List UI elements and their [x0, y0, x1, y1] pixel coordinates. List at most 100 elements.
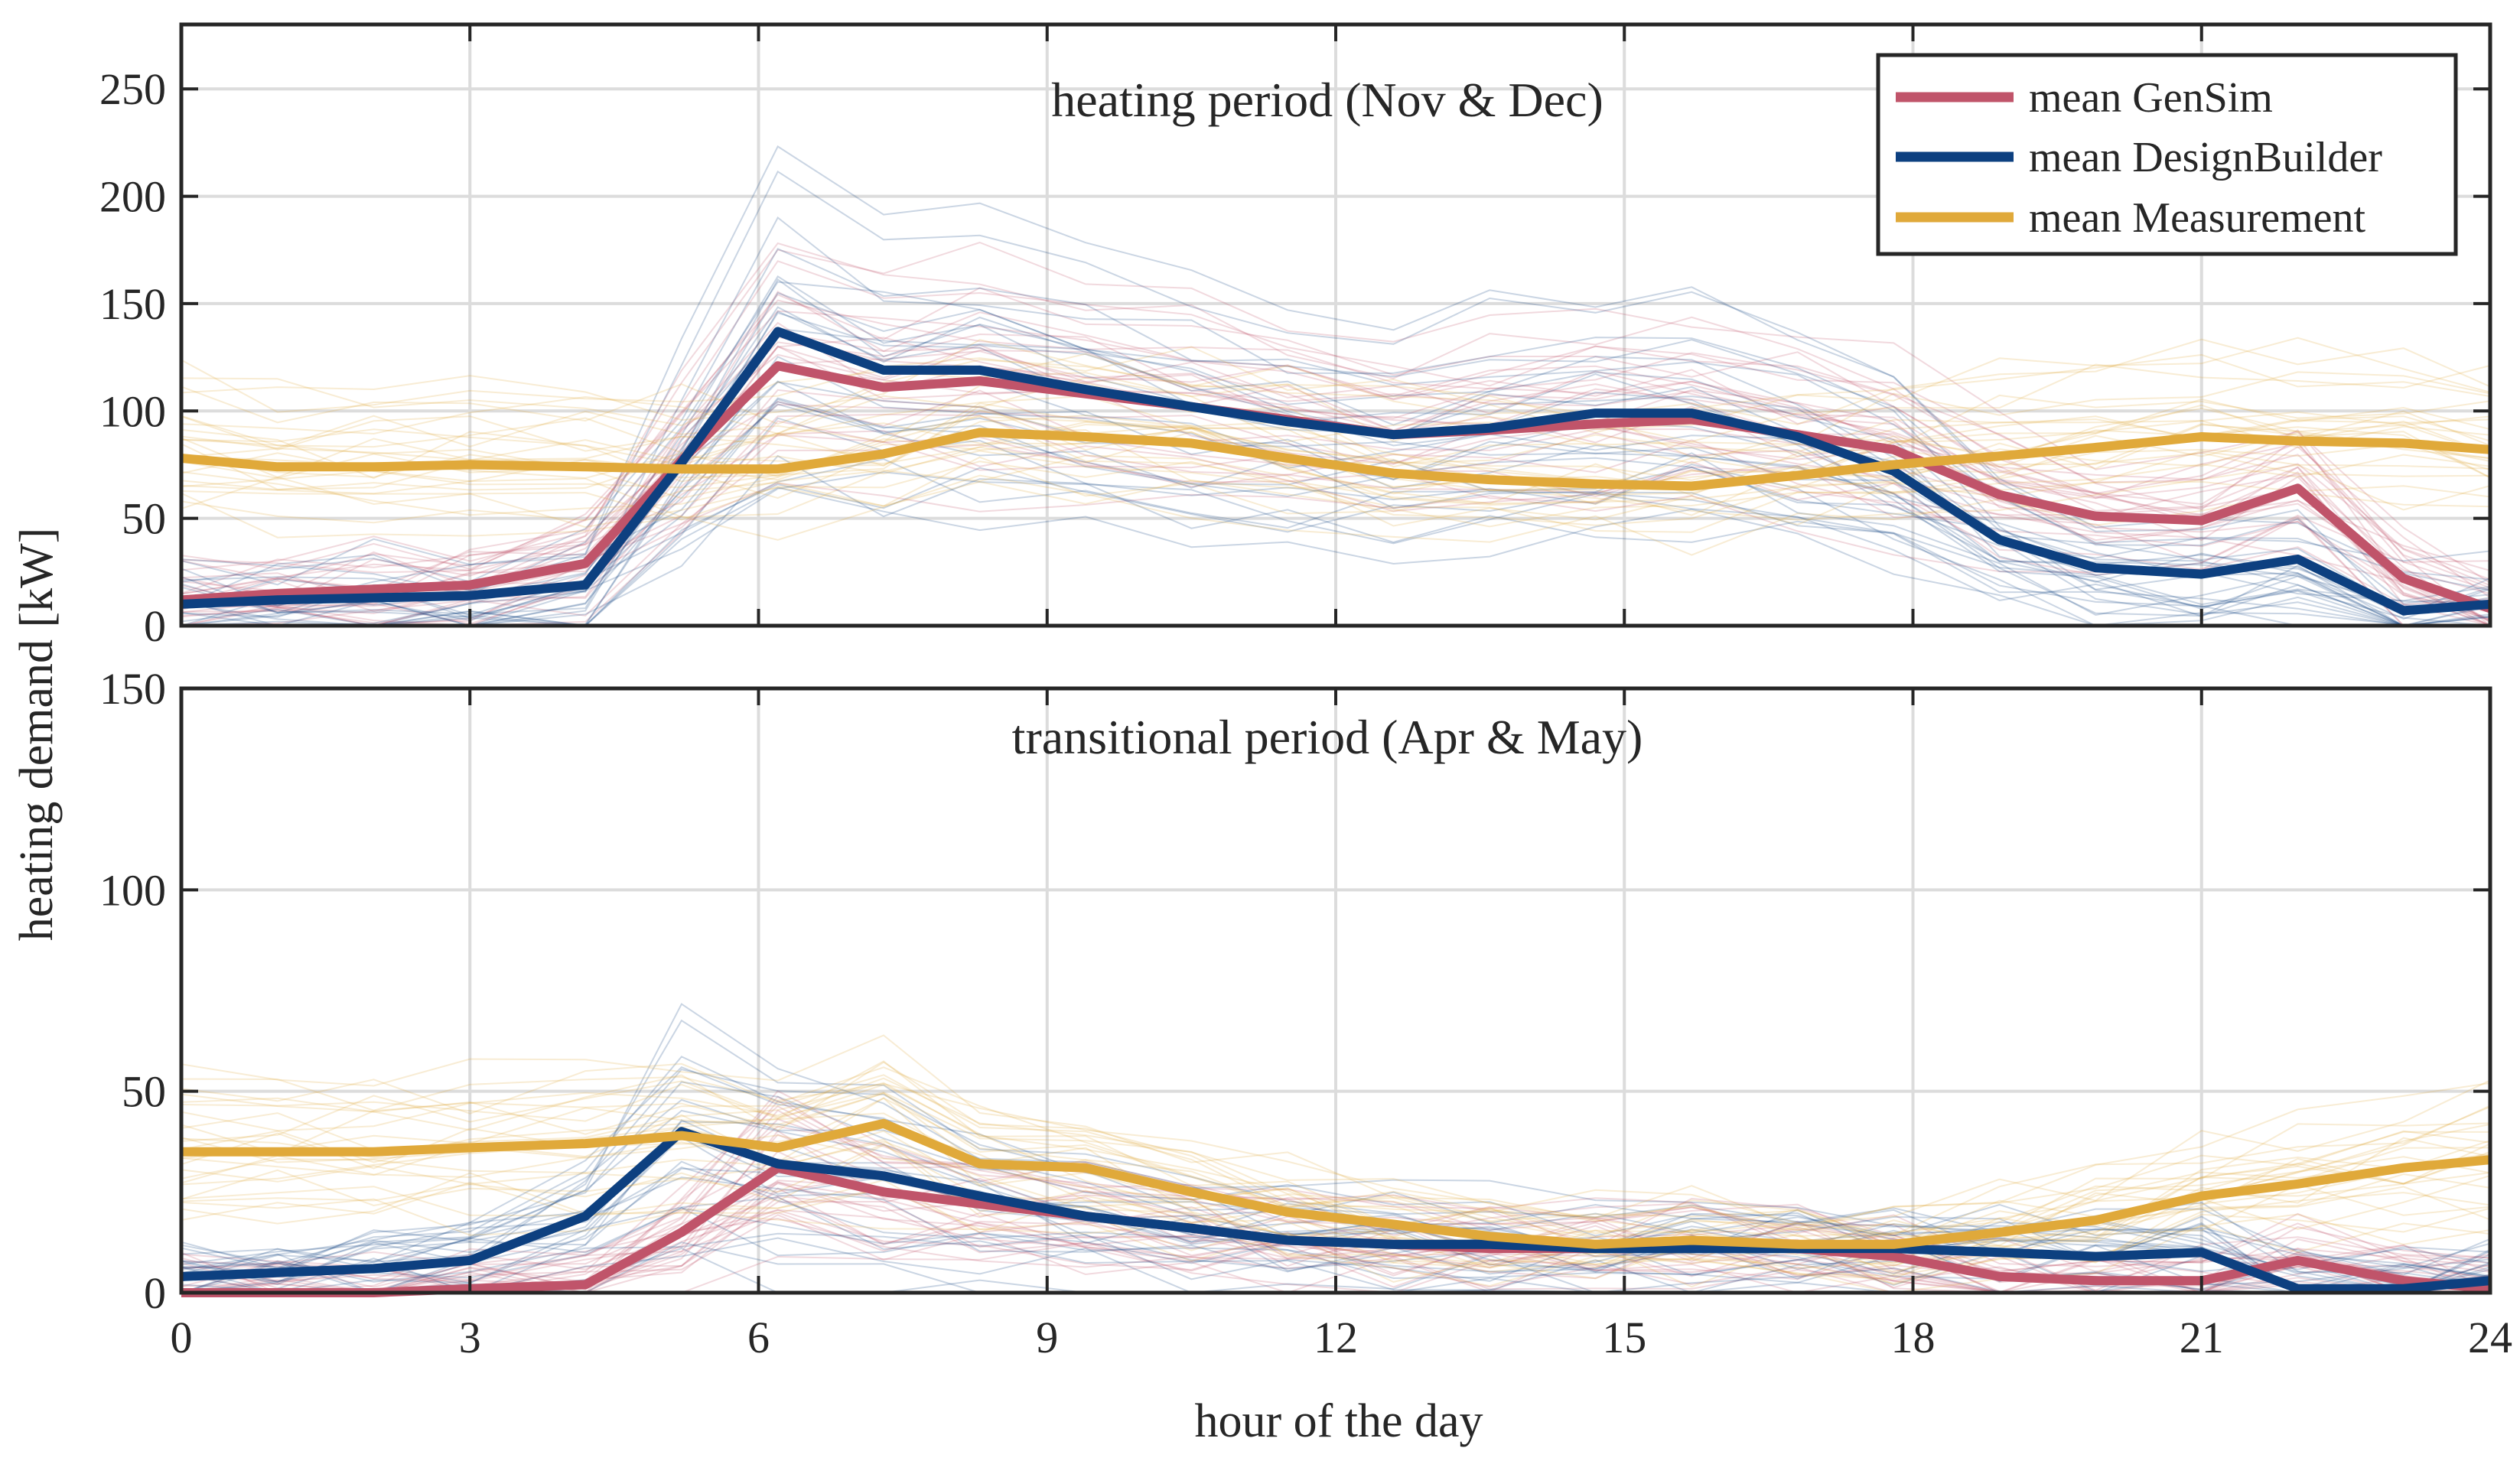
day-curve	[181, 371, 2491, 459]
day-curve	[181, 1092, 2491, 1276]
y-tick-label: 150	[99, 664, 166, 714]
day-curve	[181, 291, 2491, 612]
y-tick-labels: 0 50 100 150 200 250	[99, 64, 166, 651]
y-tick-label: 50	[122, 494, 166, 544]
x-tick-label: 9	[1036, 1313, 1058, 1362]
day-curve	[181, 1186, 2491, 1283]
tick-marks	[180, 24, 2492, 627]
day-curve	[181, 242, 2491, 626]
mean-series-lines	[181, 327, 2492, 616]
transitional-period-panel: 0 50 100 150 0 3 6 9 12 15 18 21 24 transitional pe…	[99, 664, 2512, 1362]
day-curve	[181, 338, 2491, 425]
day-curve	[181, 350, 2491, 613]
series-line-mean-measurement	[181, 428, 2491, 491]
day-curve	[181, 1080, 2491, 1269]
day-curve	[181, 1077, 2491, 1238]
day-curve	[181, 241, 2491, 584]
x-tick-label: 6	[747, 1313, 770, 1362]
day-curve	[181, 1134, 2491, 1251]
day-curve	[181, 1187, 2491, 1294]
day-curve	[181, 310, 2491, 581]
day-curve	[181, 1075, 2491, 1228]
day-curve	[181, 471, 2491, 626]
panel-title: transitional period (Apr & May)	[1012, 710, 1643, 764]
y-axis-label: heating demand [kW]	[11, 528, 63, 942]
day-curve	[181, 456, 2491, 524]
day-curve	[181, 1198, 2491, 1294]
day-curve	[181, 1068, 2491, 1293]
tick-marks	[180, 687, 2492, 1294]
day-curve	[181, 337, 2491, 595]
x-tick-label: 0	[171, 1313, 193, 1362]
day-curve	[181, 1140, 2491, 1286]
day-curve	[181, 402, 2491, 491]
day-curve	[181, 1060, 2491, 1242]
day-curve	[181, 415, 2491, 506]
day-curve	[181, 337, 2491, 434]
series-line-mean-designbuilder	[181, 327, 2491, 616]
day-curve	[181, 345, 2491, 625]
y-tick-label: 100	[99, 865, 166, 915]
day-curve	[181, 1066, 2491, 1276]
day-curve	[181, 404, 2491, 486]
day-curve	[181, 366, 2491, 627]
day-curve	[181, 1074, 2491, 1232]
day-curve	[181, 376, 2491, 454]
legend-label-designbuilder: mean DesignBuilder	[2029, 134, 2382, 181]
day-curve	[181, 454, 2491, 533]
x-tick-label: 3	[459, 1313, 481, 1362]
day-curve	[181, 287, 2491, 581]
day-curve	[181, 333, 2491, 626]
day-curve	[181, 405, 2491, 516]
day-curve	[181, 216, 2490, 627]
day-curve	[181, 403, 2491, 627]
legend: mean GenSim mean DesignBuilder mean Meas…	[1876, 53, 2458, 256]
day-curve	[181, 1237, 2491, 1294]
day-curve	[181, 281, 2491, 604]
legend-label-gensim: mean GenSim	[2029, 74, 2273, 122]
day-curve	[181, 310, 2491, 626]
day-curve	[181, 450, 2491, 526]
day-curve	[181, 1136, 2491, 1271]
day-curve	[181, 450, 2491, 527]
day-curve	[181, 299, 2491, 589]
y-tick-label: 0	[144, 1268, 166, 1318]
day-curve	[181, 1138, 2491, 1268]
day-curve	[181, 1097, 2491, 1280]
day-curve	[181, 248, 2491, 583]
day-curve	[181, 431, 2491, 506]
day-curve	[181, 382, 2491, 464]
day-curve	[181, 1207, 2491, 1291]
day-curve	[181, 1232, 2491, 1293]
day-curve	[181, 403, 2491, 626]
day-curve	[181, 474, 2491, 556]
day-curve	[181, 1105, 2491, 1287]
y-tick-labels: 0 50 100 150	[99, 664, 166, 1318]
day-curve	[181, 1062, 2491, 1238]
day-curve	[181, 321, 2491, 614]
day-curve	[181, 353, 2491, 443]
y-tick-label: 100	[99, 386, 166, 436]
series-line-mean-designbuilder	[181, 1127, 2491, 1293]
day-curve	[181, 1130, 2491, 1294]
x-tick-label: 24	[2468, 1313, 2512, 1362]
day-curve	[181, 417, 2491, 627]
day-curve	[181, 479, 2491, 529]
day-curve	[181, 170, 2491, 617]
panel-title: heating period (Nov & Dec)	[1051, 73, 1603, 127]
day-curve	[181, 1214, 2491, 1294]
day-curve	[181, 260, 2491, 621]
day-curve	[181, 336, 2491, 599]
series-line-mean-measurement	[181, 1118, 2491, 1249]
y-tick-label: 150	[99, 279, 166, 329]
day-curve	[181, 1209, 2491, 1294]
day-curve	[181, 1142, 2491, 1288]
day-curve	[181, 427, 2491, 505]
day-curve	[181, 145, 2491, 586]
day-curve	[181, 454, 2490, 626]
legend-label-measurement: mean Measurement	[2029, 194, 2365, 242]
x-tick-label: 21	[2180, 1313, 2224, 1362]
day-curve	[181, 1034, 2491, 1233]
day-curve	[181, 395, 2491, 468]
